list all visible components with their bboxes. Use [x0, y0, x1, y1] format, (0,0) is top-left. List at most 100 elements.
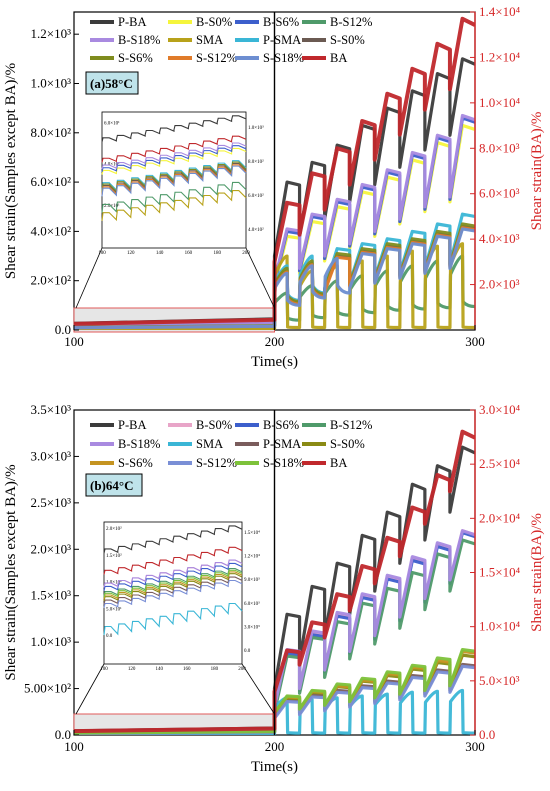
- y-right-tick-label: 5.0×10³: [479, 673, 520, 688]
- x-tick-label: 200: [265, 334, 285, 349]
- series-group: [74, 429, 475, 735]
- series-line-BS18: [74, 113, 475, 328]
- legend-label: P-BA: [118, 418, 146, 432]
- panel-a: 100 200 300 Time(s) 0.0 2.0×10² 4.0×10² 6.0×10²…: [3, 4, 545, 370]
- legend-entry: P-BA: [90, 15, 146, 29]
- x-tick-label: 100: [64, 739, 84, 754]
- zoom-arrow-left: [75, 247, 103, 309]
- series-line-BA: [74, 429, 475, 734]
- inset-y-right-tick-label: 1.2×10⁴: [244, 554, 260, 560]
- inset-x-tick-label: 160: [185, 251, 193, 256]
- y-left-tick-label: 5.00×10²: [24, 681, 71, 696]
- inset-y-right-tick-label: 8.0×10²: [248, 159, 264, 165]
- x-tick-label: 300: [465, 334, 485, 349]
- legend-entry: P-SMA: [235, 33, 301, 47]
- panel-label-box: [85, 71, 139, 95]
- x-tick-label: 300: [465, 739, 485, 754]
- series-line-SS18: [74, 647, 475, 735]
- inset-y-left-tick-label: 5.0×10¹: [106, 606, 122, 612]
- y-right-tick-label: 0.0: [479, 727, 495, 742]
- y-right-axis-title: Shear strain(BA)/%: [529, 513, 545, 632]
- y-left-tick-label: 1.0×10³: [31, 75, 72, 90]
- legend-entry: S-S0%: [302, 437, 365, 451]
- inset-series-BS18: [103, 559, 243, 588]
- inset-y-left-tick-label: 6.0×10¹: [104, 120, 120, 126]
- legend-label: S-S12%: [196, 51, 237, 65]
- inset-x-tick-label: 140: [156, 251, 164, 256]
- zoom-arrow-right: [241, 663, 275, 715]
- legend-label: BA: [330, 456, 347, 470]
- series-line-BA: [74, 16, 475, 326]
- series-line-SMA: [74, 242, 475, 330]
- legend-label: B-S6%: [263, 15, 299, 29]
- legend-label: P-SMA: [263, 33, 301, 47]
- legend-label: B-S6%: [263, 418, 299, 432]
- y-left-tick-label: 0.0: [55, 727, 71, 742]
- legend-label: S-S18%: [263, 51, 304, 65]
- legend-entry: S-S6%: [90, 456, 153, 470]
- legend-label: SMA: [196, 33, 223, 47]
- y-left-tick-label: 1.2×10³: [31, 26, 72, 41]
- y-left-tick-label: 8.0×10²: [31, 125, 72, 140]
- inset-y-left-tick-label: 1.5×10²: [106, 553, 122, 559]
- legend-entry: S-S0%: [302, 33, 365, 47]
- legend-label: B-S18%: [118, 33, 160, 47]
- panel-label: (a)58°C: [90, 76, 133, 91]
- y-left-axis-title: Shear strain(Samples except BA)/%: [3, 464, 19, 680]
- inset-y-left-tick-label: 4.0×10¹: [104, 162, 120, 168]
- inset-y-left-tick-label: 1.0×10²: [106, 580, 122, 586]
- y-left-tick-label: 6.0×10²: [31, 174, 72, 189]
- inset-series-SS18: [103, 569, 243, 598]
- series-line-SS18: [74, 227, 475, 330]
- legend-entry: BA: [302, 51, 347, 65]
- inset-series-SMA: [101, 190, 247, 222]
- inset-x-tick-label: 180: [211, 667, 219, 672]
- legend-entry: S-S18%: [235, 456, 304, 470]
- legend-entry: P-BA: [90, 418, 146, 432]
- legend-label: B-S0%: [196, 418, 232, 432]
- x-axis-title: Time(s): [251, 759, 298, 775]
- inset-chart: 100 120 140 160 180 200 0.0 5.0×10¹ 1.0×10² 1.5×1…: [100, 521, 260, 672]
- inset-y-right-tick-label: 9.0×10³: [244, 577, 260, 583]
- panel-b: 100 200 300 Time(s) 0.0 5.00×10² 1.0×10³ 1.5×10…: [3, 402, 545, 775]
- legend-entry: B-S12%: [302, 15, 372, 29]
- legend-label: S-S12%: [196, 456, 237, 470]
- x-tick-label: 200: [265, 739, 285, 754]
- y-right-tick-label: 2.0×10⁴: [479, 510, 521, 525]
- inset-series-PBA: [101, 115, 247, 143]
- legend-entry: B-S6%: [235, 15, 299, 29]
- inset-y-left-tick-label: 2.0×10²: [106, 526, 122, 532]
- y-left-tick-label: 0.0: [55, 322, 71, 337]
- zoom-arrow-right: [245, 247, 275, 309]
- legend-entry: SMA: [168, 437, 223, 451]
- legend-entry: S-S6%: [90, 51, 153, 65]
- inset-series-BS12: [101, 181, 247, 213]
- inset-y-left-tick-label: 0.0: [106, 634, 113, 639]
- inset-x-tick-label: 200: [238, 667, 246, 672]
- inset-x-tick-label: 120: [127, 251, 135, 256]
- legend-entry: B-S0%: [168, 15, 232, 29]
- y-left-tick-label: 3.0×10³: [31, 448, 72, 463]
- legend-entry: S-S12%: [168, 456, 237, 470]
- legend-entry: S-S18%: [235, 51, 304, 65]
- panel-label-box: [85, 473, 143, 497]
- y-right-tick-label: 2.0×10³: [479, 277, 520, 292]
- y-right-tick-label: 6.0×10³: [479, 186, 520, 201]
- inset-x-tick-label: 180: [213, 251, 221, 256]
- inset-y-right-tick-label: 1.0×10³: [248, 125, 264, 131]
- y-left-tick-label: 1.0×10³: [31, 634, 72, 649]
- legend-entry: B-S18%: [90, 33, 160, 47]
- legend-entry: B-S12%: [302, 418, 372, 432]
- x-tick-label: 100: [64, 334, 84, 349]
- inset-series-SS12: [103, 579, 243, 608]
- inset-chart: 100 120 140 160 180 200 2.0×10¹ 4.0×10¹ 6.0×10¹ 4…: [98, 111, 264, 256]
- inset-x-tick-label: 100: [98, 251, 106, 256]
- y-left-tick-label: 2.5×10³: [31, 495, 72, 510]
- inset-series-SMA: [103, 602, 243, 636]
- inset-series-BS18: [101, 142, 247, 170]
- legend-label: B-S12%: [330, 15, 372, 29]
- inset-y-right-tick-label: 0.0: [244, 649, 251, 654]
- legend-entry: S-S12%: [168, 51, 237, 65]
